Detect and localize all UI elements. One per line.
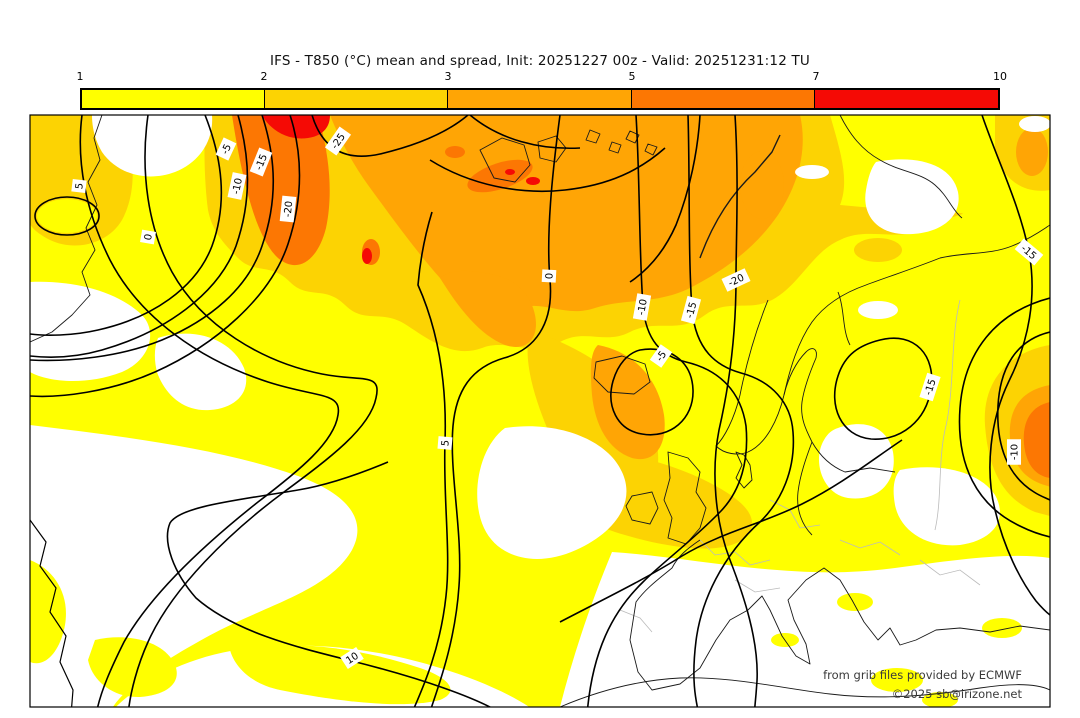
svg-text:-10: -10	[231, 177, 245, 195]
svg-text:-15: -15	[685, 301, 700, 320]
country-border-layer	[619, 299, 981, 633]
contour-label: -20	[721, 268, 751, 292]
svg-text:0: 0	[544, 273, 555, 280]
contour-label: 5	[71, 178, 87, 194]
legend-tick-label: 3	[444, 70, 452, 83]
svg-text:5: 5	[440, 439, 452, 446]
legend-tick-label: 1	[76, 70, 84, 83]
legend-segment-1-2	[82, 90, 266, 108]
contour-label: -5	[215, 137, 237, 161]
svg-text:-20: -20	[283, 200, 296, 217]
contour-label: 10	[340, 646, 364, 670]
legend-color-bar	[80, 88, 1000, 110]
contour-label: 0	[140, 229, 156, 245]
legend-segment-5-7	[631, 90, 815, 108]
svg-text:0: 0	[143, 233, 155, 241]
contour-label: 0	[541, 269, 557, 283]
svg-text:5: 5	[74, 182, 86, 190]
svg-text:-10: -10	[1010, 444, 1021, 460]
map-frame	[29, 114, 1051, 708]
attribution-source: from grib files provided by ECMWF	[823, 668, 1022, 682]
contour-label: -20	[279, 195, 297, 223]
contour-label: -15	[680, 295, 702, 325]
contour-label: -10	[632, 293, 652, 321]
contour-label: -10	[1007, 439, 1021, 465]
svg-text:-5: -5	[220, 143, 234, 157]
contour-label: -5	[649, 344, 673, 368]
legend-tick-label: 2	[260, 70, 268, 83]
attribution-copyright: ©2025 sb@irizone.net	[891, 687, 1022, 701]
contour-layer	[30, 115, 1050, 707]
legend-tick-label: 5	[628, 70, 636, 83]
legend-segment-3-5	[448, 90, 632, 108]
contour-label: 5	[437, 436, 453, 450]
contour-label: -15	[919, 372, 941, 402]
spread-legend: 1 2 3 5 7 10	[0, 0, 1080, 115]
legend-segment-2-3	[265, 90, 449, 108]
page-title: IFS - T850 (°C) mean and spread, Init: 2…	[269, 53, 811, 69]
spread-fill-layer	[30, 115, 1050, 707]
coastline-layer	[30, 115, 1050, 707]
svg-text:-15: -15	[923, 378, 939, 397]
contour-label: -10	[227, 172, 247, 200]
svg-text:-10: -10	[636, 298, 650, 316]
contour-label: -15	[249, 147, 273, 177]
legend-tick-label: 7	[812, 70, 820, 83]
legend-tick-label: 10	[993, 70, 1007, 83]
legend-segment-7-10	[814, 90, 999, 108]
